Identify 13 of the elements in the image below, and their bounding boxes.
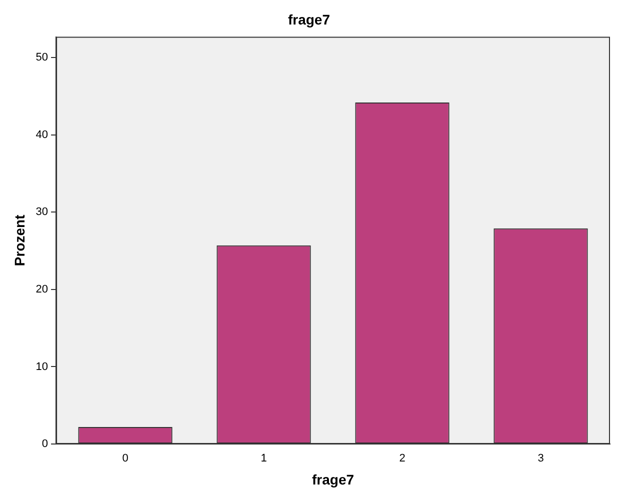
y-axis-title: Prozent bbox=[11, 214, 28, 266]
x-tick-label: 1 bbox=[260, 452, 267, 465]
y-tick-label: 50 bbox=[36, 52, 48, 64]
x-tick-label: 0 bbox=[122, 452, 128, 465]
x-tick-label: 3 bbox=[538, 452, 544, 465]
y-tick-label: 20 bbox=[36, 283, 48, 296]
y-tick-label: 30 bbox=[36, 206, 48, 218]
y-tick-label: 40 bbox=[36, 128, 48, 141]
y-tick-label: 0 bbox=[42, 438, 48, 450]
x-axis-title: frage7 bbox=[312, 471, 354, 488]
x-tick-label: 2 bbox=[399, 452, 406, 465]
chart-title: frage7 bbox=[288, 11, 330, 28]
y-tick-label: 10 bbox=[36, 360, 48, 373]
